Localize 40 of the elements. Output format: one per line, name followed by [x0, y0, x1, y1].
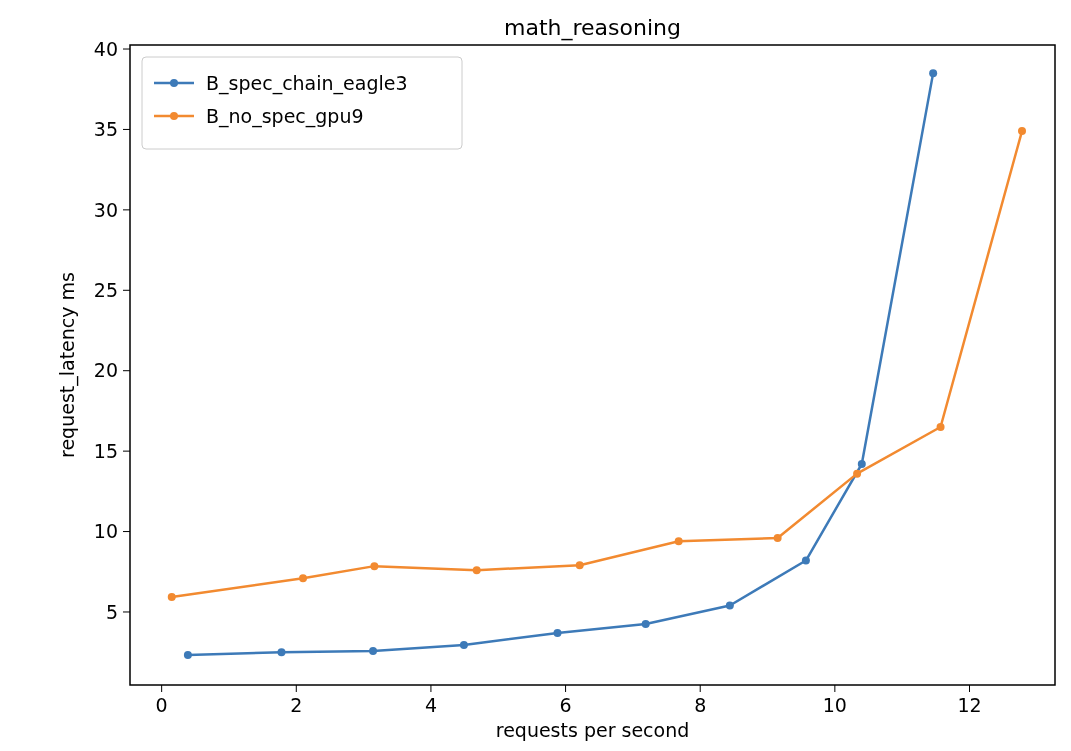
point [299, 574, 308, 583]
y-tick-label: 25 [93, 278, 118, 301]
point [1018, 127, 1027, 136]
x-tick-label: 0 [155, 694, 168, 716]
y-tick-label: 20 [93, 359, 118, 382]
legend-label: B_spec_chain_eagle3 [206, 71, 408, 95]
y-axis-title: request_latency ms [56, 272, 79, 458]
y-tick-label: 35 [93, 118, 118, 141]
point [857, 460, 866, 468]
point [277, 648, 286, 657]
point [674, 537, 683, 546]
point [553, 628, 562, 637]
point [936, 423, 945, 432]
x-tick-label: 8 [694, 694, 707, 716]
x-axis-title: requests per second [495, 719, 690, 741]
point [853, 469, 862, 478]
point [472, 566, 481, 575]
point [370, 562, 379, 571]
point [641, 620, 650, 629]
point [369, 647, 378, 656]
point [575, 561, 584, 570]
x-tick-label: 4 [424, 694, 437, 716]
point [183, 651, 192, 660]
y-tick-label: 30 [93, 198, 118, 221]
chart-title: math_reasoning [504, 15, 681, 41]
x-tick-label: 12 [957, 694, 982, 716]
y-tick-label: 40 [93, 37, 118, 60]
y-tick-label: 10 [93, 520, 118, 543]
point [167, 593, 176, 602]
point [773, 533, 782, 542]
x-tick-label: 10 [822, 694, 847, 716]
point [801, 556, 810, 565]
y-tick-label: 5 [105, 600, 118, 623]
legend-label: B_no_spec_gpu9 [206, 104, 364, 128]
y-tick-label: 15 [93, 439, 118, 462]
x-tick-label: 6 [559, 694, 572, 716]
point [725, 601, 734, 610]
point [459, 640, 468, 649]
x-tick-label: 2 [290, 694, 303, 716]
point [929, 69, 938, 78]
